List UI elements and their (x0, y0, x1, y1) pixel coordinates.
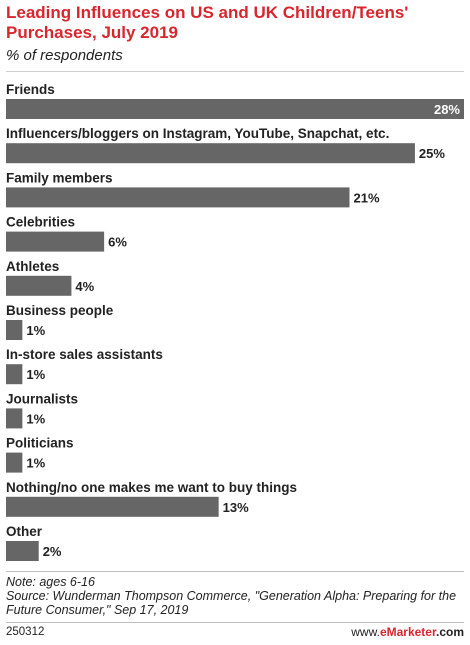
bar[interactable] (6, 364, 23, 385)
bar[interactable] (6, 320, 23, 340)
bar[interactable] (6, 408, 23, 429)
bar[interactable] (6, 187, 350, 208)
value-label: 28% (434, 102, 460, 117)
category-label: Journalists (6, 391, 78, 406)
bar[interactable] (6, 231, 105, 252)
category-label: Family members (6, 170, 113, 185)
chart-notes: Note: ages 6-16 Source: Wunderman Thomps… (6, 575, 464, 617)
source-text: Source: Wunderman Thompson Commerce, "Ge… (6, 589, 457, 617)
bar[interactable] (6, 99, 464, 119)
bar[interactable] (6, 452, 23, 473)
category-label: Politicians (6, 436, 74, 451)
category-label: Athletes (6, 259, 59, 274)
chart-id: 250312 (6, 626, 45, 638)
chart-title: Leading Influences on US and UK Children… (6, 3, 409, 42)
bar[interactable] (6, 541, 39, 561)
value-label: 1% (26, 411, 45, 426)
value-label: 1% (26, 323, 45, 338)
category-label: In-store sales assistants (6, 347, 163, 362)
bar[interactable] (6, 275, 72, 296)
brand-suffix: .com (435, 625, 464, 639)
note-text: Note: ages 6-16 (6, 575, 95, 589)
value-label: 13% (223, 500, 249, 515)
value-label: 1% (26, 367, 45, 382)
category-label: Business people (6, 303, 114, 318)
category-label: Other (6, 524, 43, 539)
brand-name: eMarketer (379, 625, 436, 639)
value-label: 25% (419, 146, 445, 161)
footer-divider (6, 622, 464, 623)
bottom-divider (6, 571, 464, 572)
bar[interactable] (6, 143, 415, 164)
category-label: Celebrities (6, 215, 75, 230)
category-label: Friends (6, 82, 55, 97)
brand-prefix: www. (351, 625, 380, 639)
top-divider (6, 71, 464, 72)
value-label: 1% (26, 456, 45, 471)
category-label: Nothing/no one makes me want to buy thin… (6, 480, 297, 495)
value-label: 4% (75, 279, 94, 294)
value-label: 2% (43, 544, 62, 559)
brand-logo[interactable]: www.eMarketer.com (351, 625, 464, 639)
value-label: 21% (354, 190, 380, 205)
chart-subtitle: % of respondents (6, 47, 123, 64)
value-label: 6% (108, 235, 127, 250)
category-label: Influencers/bloggers on Instagram, YouTu… (6, 126, 389, 141)
bar[interactable] (6, 496, 219, 517)
